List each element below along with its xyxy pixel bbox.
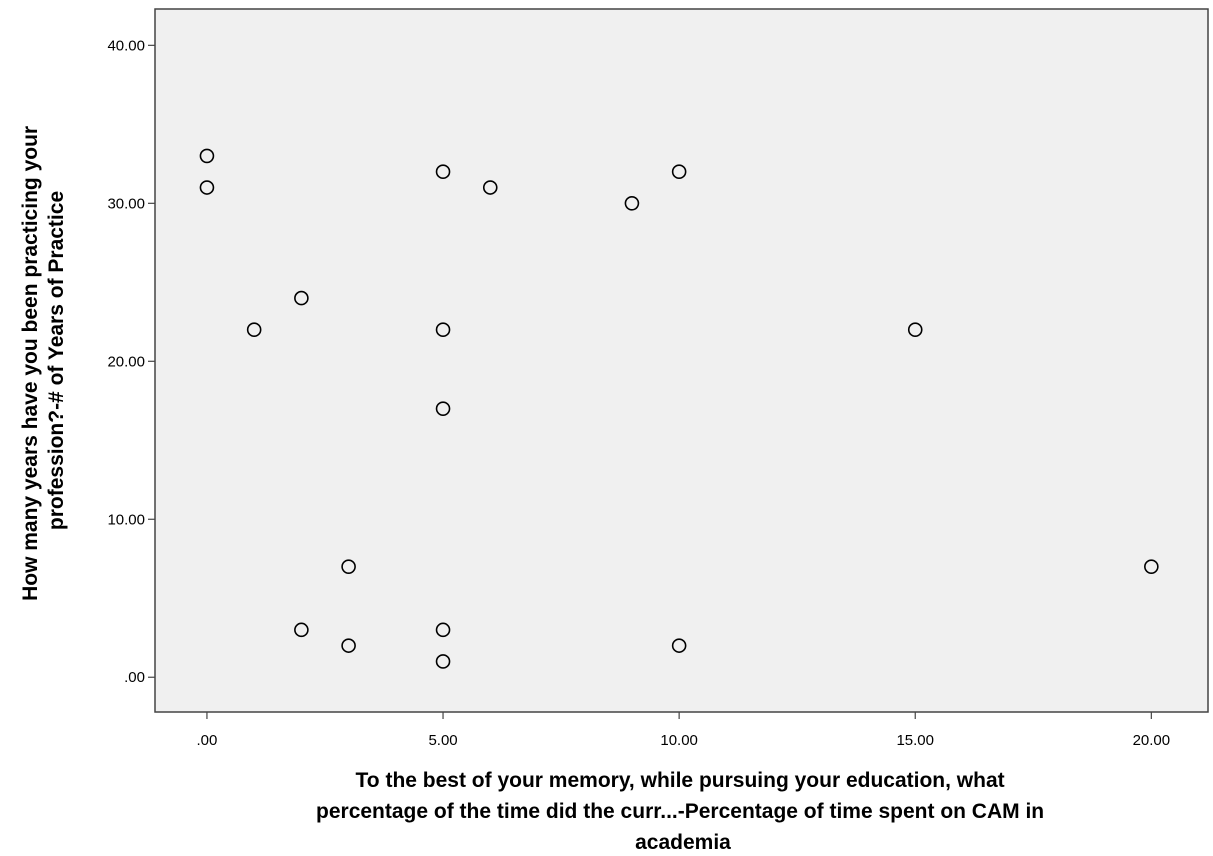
data-point xyxy=(435,622,451,638)
y-tick-label: 10.00 xyxy=(107,511,145,528)
data-point xyxy=(199,148,215,164)
data-point xyxy=(435,654,451,669)
data-point xyxy=(294,622,309,638)
x-axis-title-line: academia xyxy=(635,831,731,854)
x-axis-title: To the best of your memory, while pursui… xyxy=(316,769,1050,854)
x-tick-label: 15.00 xyxy=(896,732,934,749)
x-tick-label: 10.00 xyxy=(660,732,698,749)
y-tick-label: 20.00 xyxy=(107,353,145,370)
x-axis: .00 5.00 10.00 15.00 20.00 xyxy=(197,712,1171,749)
data-point xyxy=(624,196,640,211)
data-point xyxy=(671,164,687,180)
data-point xyxy=(435,322,451,337)
x-axis-title-line: To the best of your memory, while pursui… xyxy=(356,769,1005,792)
plot-area xyxy=(154,8,1209,713)
y-tick-label: 30.00 xyxy=(107,195,145,212)
data-point xyxy=(435,164,451,180)
y-tick-label: .00 xyxy=(124,669,145,686)
y-axis: .00 10.00 20.00 30.00 40.00 xyxy=(107,37,155,686)
data-point xyxy=(294,290,309,306)
y-axis-title-line: profession?-# of Years of Practice xyxy=(45,191,68,530)
data-point xyxy=(199,180,215,195)
x-tick-label: 20.00 xyxy=(1133,732,1171,749)
data-point xyxy=(907,322,923,337)
data-point xyxy=(341,559,356,574)
data-point xyxy=(341,638,356,653)
x-tick-label: 5.00 xyxy=(428,732,457,749)
data-point xyxy=(482,180,498,195)
data-point xyxy=(671,638,687,653)
data-point xyxy=(435,401,451,416)
x-tick-label: .00 xyxy=(197,732,218,749)
y-tick-label: 40.00 xyxy=(107,37,145,54)
data-points xyxy=(199,148,1159,669)
data-point xyxy=(246,322,262,337)
data-point xyxy=(1144,559,1159,574)
y-axis-title: How many years have you been practicing … xyxy=(19,120,68,601)
x-axis-title-line: percentage of the time did the curr...-P… xyxy=(316,800,1044,823)
y-axis-title-line: How many years have you been practicing … xyxy=(19,126,42,601)
